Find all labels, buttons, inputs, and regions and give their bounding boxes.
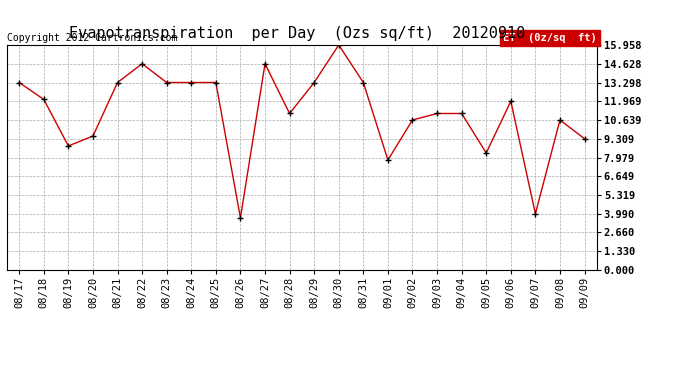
Text: Copyright 2012 Cartronics.com: Copyright 2012 Cartronics.com [7, 33, 177, 43]
Text: Evapotranspiration  per Day  (Ozs sq/ft)  20120910: Evapotranspiration per Day (Ozs sq/ft) 2… [68, 26, 525, 41]
Text: ET  (0z/sq  ft): ET (0z/sq ft) [503, 33, 597, 43]
